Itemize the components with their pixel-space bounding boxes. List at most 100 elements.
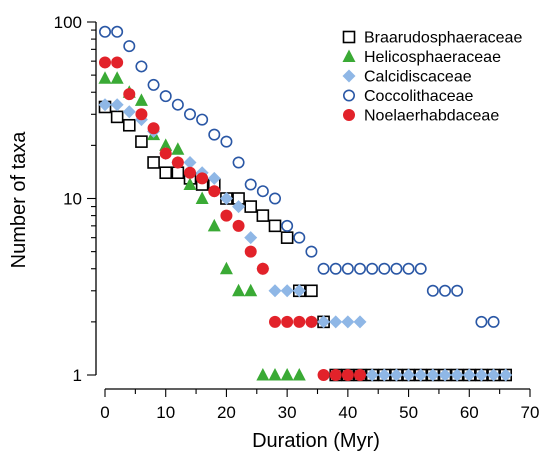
- data-point: [184, 166, 196, 179]
- data-point: [111, 25, 124, 38]
- data-point: [390, 262, 403, 275]
- data-point: [208, 128, 221, 141]
- data-point: [184, 108, 197, 121]
- legend-item: Noelaerhabdaceae: [343, 108, 499, 125]
- axes: 0 10 20 30 40 50 60 70 1 10 100: [54, 13, 540, 422]
- data-point: [426, 368, 440, 382]
- data-point: [305, 284, 318, 298]
- data-point: [293, 315, 306, 328]
- data-point: [111, 56, 124, 69]
- data-point: [159, 138, 173, 151]
- data-point: [317, 369, 330, 381]
- data-point: [414, 262, 427, 275]
- data-point: [171, 156, 184, 169]
- data-point: [426, 284, 439, 297]
- data-point: [341, 315, 355, 329]
- data-point: [147, 78, 160, 91]
- data-point: [171, 98, 184, 111]
- data-point: [292, 368, 306, 381]
- data-point: [329, 315, 343, 329]
- data-point: [147, 156, 160, 169]
- data-series: [98, 25, 513, 382]
- data-point: [244, 283, 258, 297]
- data-point: [366, 262, 379, 275]
- data-point: [293, 231, 306, 244]
- data-point: [110, 110, 124, 124]
- data-point: [487, 315, 500, 328]
- data-point: [135, 108, 148, 121]
- data-point: [268, 368, 282, 381]
- data-point: [341, 369, 354, 381]
- x-tick-label: 0: [100, 403, 109, 422]
- y-tick-label: 100: [54, 13, 82, 32]
- data-point: [354, 369, 366, 381]
- series-noelaerhabdaceae: [99, 56, 366, 381]
- legend-marker: [342, 89, 355, 102]
- data-point: [159, 166, 173, 180]
- data-point: [98, 71, 112, 84]
- data-point: [123, 88, 136, 101]
- data-point: [353, 262, 366, 275]
- data-point: [402, 262, 415, 275]
- data-point: [256, 262, 269, 275]
- x-tick-label: 30: [278, 403, 297, 422]
- data-point: [378, 262, 391, 275]
- data-point: [438, 284, 451, 297]
- legend-item: Helicosphaeraceae: [342, 49, 501, 66]
- series-braarudosphaeraceae: [98, 100, 513, 382]
- x-tick-label: 50: [399, 403, 418, 422]
- data-point: [438, 368, 452, 382]
- x-tick-label: 60: [460, 403, 479, 422]
- y-ticks: 1 10 100: [54, 13, 96, 385]
- legend-label: Braarudosphaeraceae: [364, 30, 522, 47]
- legend-marker: [343, 109, 355, 121]
- data-point: [98, 98, 112, 112]
- data-point: [220, 209, 233, 222]
- legend-label: Calcidiscaceae: [364, 69, 472, 86]
- data-point: [219, 261, 233, 275]
- legend-marker: [342, 30, 356, 44]
- data-point: [280, 284, 294, 298]
- data-point: [353, 315, 367, 329]
- x-tick-label: 20: [217, 403, 236, 422]
- data-point: [280, 368, 294, 381]
- data-point: [305, 315, 318, 328]
- data-point: [365, 368, 379, 382]
- data-point: [244, 231, 258, 245]
- data-point: [474, 368, 488, 382]
- data-point: [475, 315, 488, 328]
- data-point: [232, 283, 246, 297]
- data-point: [269, 315, 281, 328]
- data-point: [135, 135, 148, 148]
- x-ticks: 0 10 20 30 40 50 60 70: [100, 389, 539, 422]
- data-point: [317, 262, 330, 275]
- legend-item: Coccolithaceae: [342, 88, 474, 105]
- data-point: [317, 315, 331, 329]
- data-point: [256, 185, 269, 198]
- data-point: [159, 147, 172, 160]
- data-point: [268, 284, 282, 298]
- data-point: [99, 56, 111, 69]
- y-tick-label: 10: [63, 190, 82, 209]
- data-point: [305, 245, 318, 258]
- data-point: [268, 192, 281, 205]
- x-axis-title: Duration (Myr): [252, 430, 380, 452]
- data-point: [244, 178, 257, 191]
- series-calcidiscaceae: [98, 98, 513, 382]
- data-point: [232, 219, 245, 232]
- data-point: [256, 368, 270, 381]
- data-point: [183, 177, 197, 191]
- y-axis-title: Number of taxa: [8, 131, 30, 269]
- legend-marker: [342, 49, 356, 62]
- data-point: [171, 142, 185, 155]
- data-point: [207, 171, 221, 185]
- data-point: [281, 315, 294, 328]
- data-point: [232, 156, 245, 169]
- data-point: [123, 40, 136, 53]
- data-point: [462, 368, 476, 382]
- data-point: [196, 113, 209, 126]
- data-point: [219, 192, 233, 205]
- data-point: [207, 218, 221, 232]
- x-tick-label: 10: [156, 403, 175, 422]
